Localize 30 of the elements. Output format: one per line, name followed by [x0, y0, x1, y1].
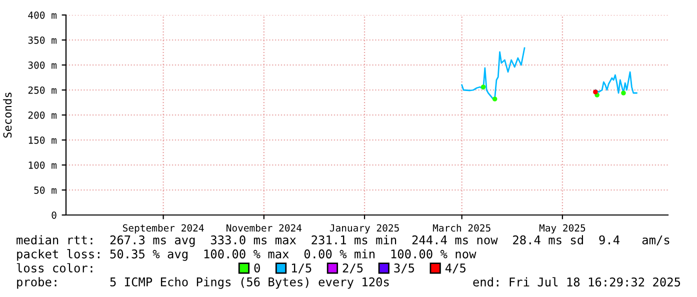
- y-tick-label: 250 m: [28, 86, 57, 94]
- y-tick-label: 400 m: [28, 12, 57, 19]
- x-tick-label: September 2024: [122, 224, 204, 234]
- y-tick-label: 300 m: [28, 62, 57, 69]
- x-tick-label: May 2025: [539, 224, 586, 234]
- point: [621, 90, 626, 96]
- legend-label: 4/5: [445, 264, 466, 274]
- y-tick-label: 0: [52, 212, 56, 219]
- point: [594, 92, 600, 98]
- point: [480, 84, 486, 90]
- text: end: Fri Jul 18 16:29:32 2025: [473, 277, 680, 286]
- y-tick-label: 50 m: [34, 186, 57, 194]
- text: packet loss: 50.35 % avg 100.00 % max 0.00 % min 100.00 % now: [17, 249, 476, 261]
- legend-label: 0: [254, 263, 260, 272]
- legend-label: 1/5: [292, 264, 312, 274]
- y-axis-title: Seconds: [3, 92, 12, 138]
- point: [492, 96, 498, 102]
- x-tick-label: November 2024: [226, 224, 302, 232]
- text: probe: 5 ICMP Echo Pings (56 Bytes) every 120s: [17, 277, 389, 289]
- y-tick-label: 350 m: [28, 36, 57, 44]
- y-tick-label: 200 m: [28, 112, 57, 119]
- legend-label: 3/5: [394, 263, 414, 274]
- point: [593, 90, 598, 94]
- x-tick-label: January 2025: [330, 224, 399, 234]
- legend-label: 2/5: [342, 263, 363, 274]
- text: median rtt: 267.3 ms avg 333.0 ms max 231.1 ms min 244.4 ms now 28.4 ms sd 9.4 am/s: [16, 235, 670, 247]
- y-tick-label: 150 m: [28, 136, 57, 144]
- y-tick-label: 100 m: [28, 162, 57, 169]
- x-tick-label: March 2025: [432, 224, 490, 232]
- text: loss color:: [16, 263, 92, 272]
